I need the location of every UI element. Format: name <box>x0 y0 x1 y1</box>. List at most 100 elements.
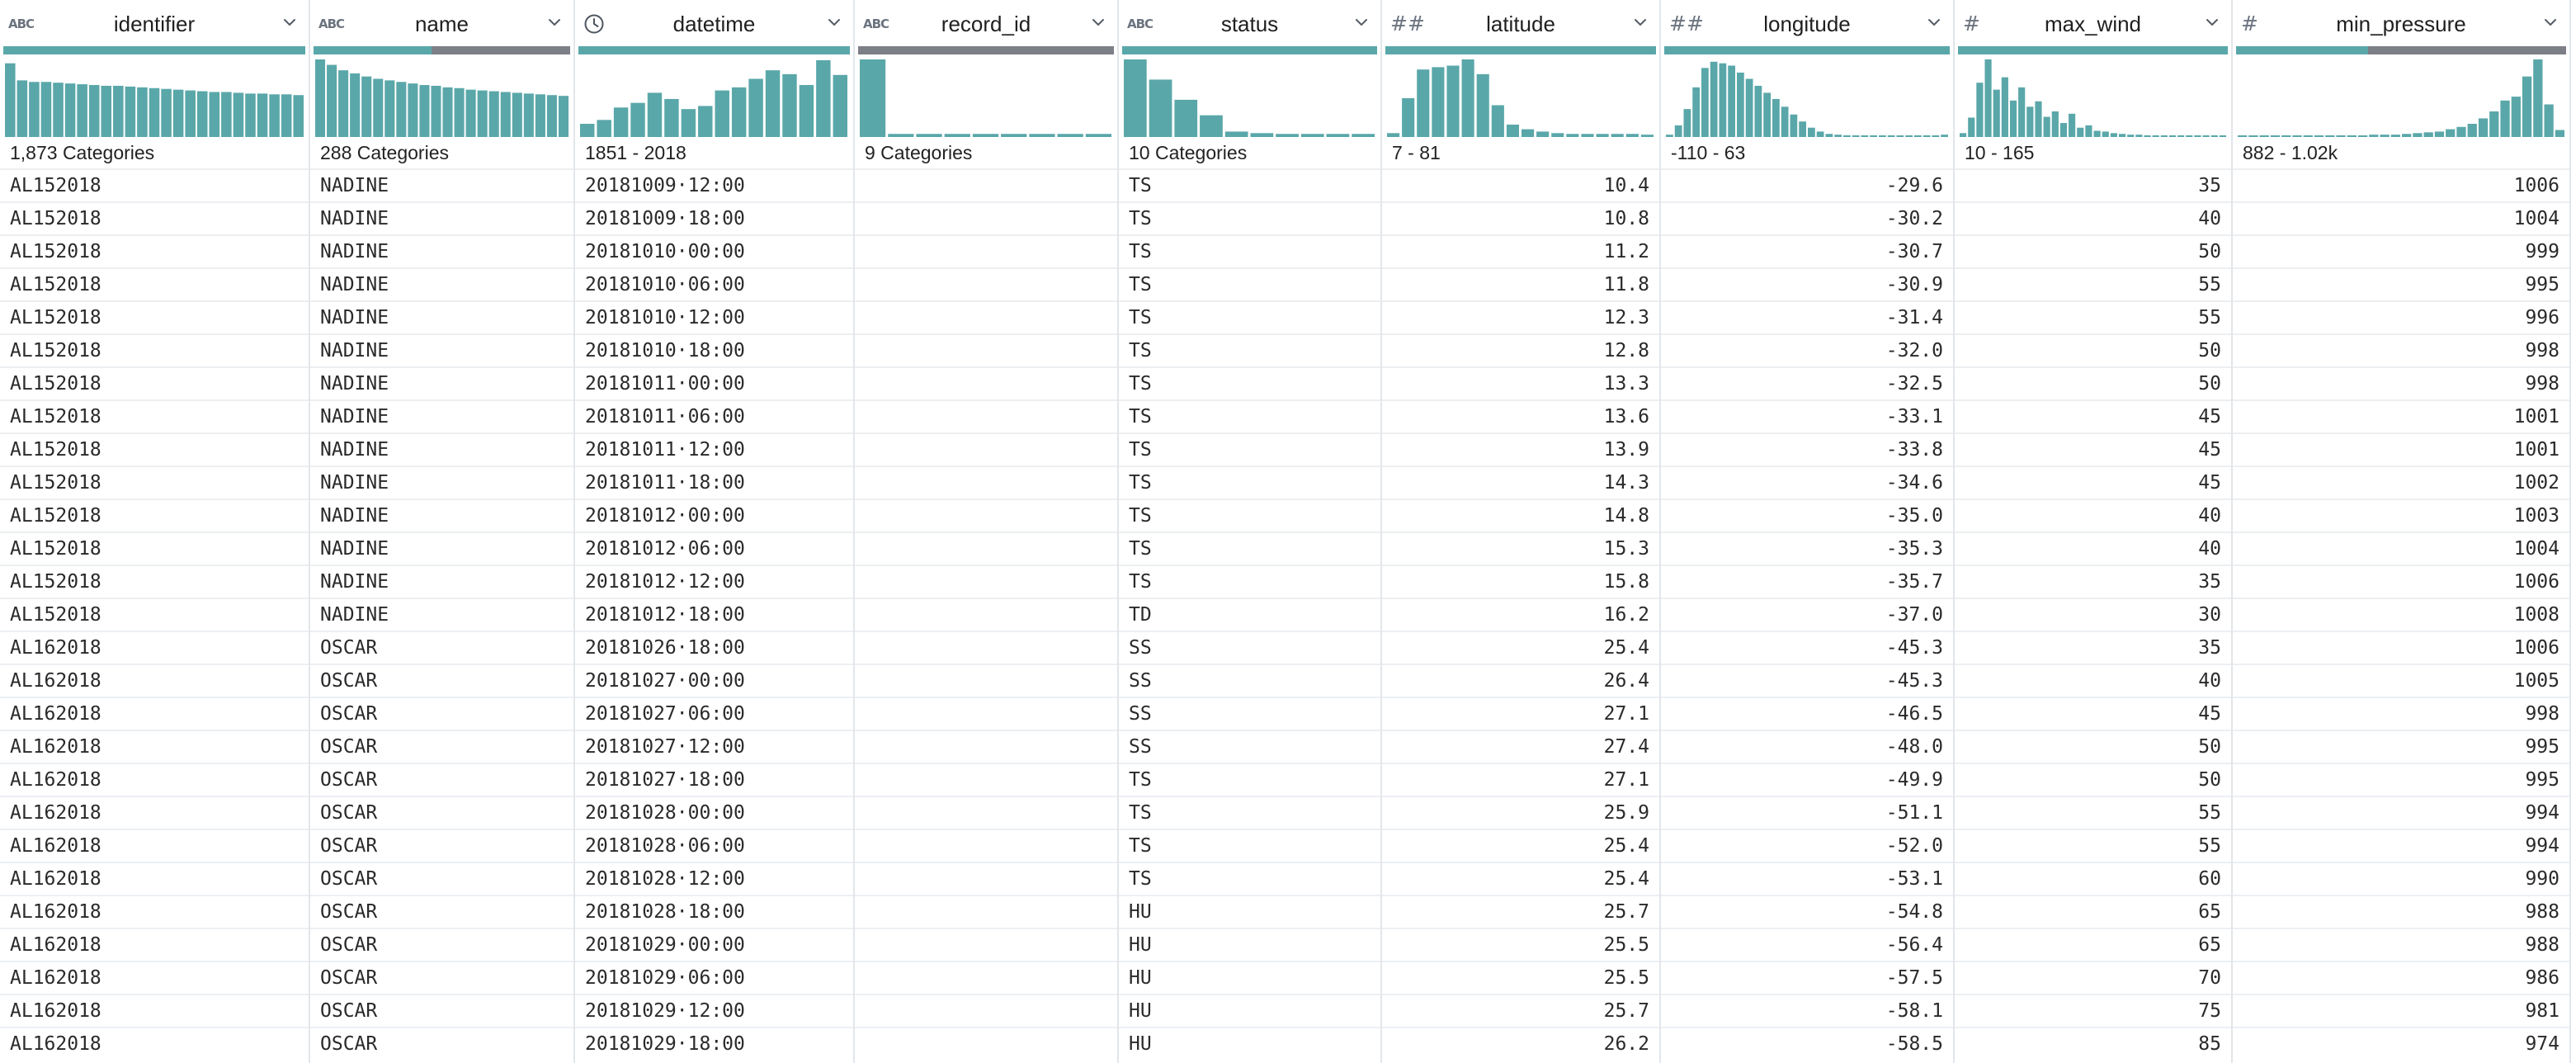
cell-identifier[interactable]: AL162018 <box>0 631 309 664</box>
histogram-bar[interactable] <box>465 89 476 137</box>
cell-min_pressure[interactable]: 998 <box>2233 697 2569 730</box>
cell-datetime[interactable]: 20181027·18:00 <box>575 763 853 796</box>
cell-status[interactable]: SS <box>1119 664 1380 697</box>
cell-name[interactable]: OSCAR <box>310 994 573 1027</box>
histogram-bar[interactable] <box>29 82 40 137</box>
cell-longitude[interactable]: -32.5 <box>1661 366 1953 399</box>
cell-name[interactable]: OSCAR <box>310 928 573 961</box>
cell-identifier[interactable]: AL162018 <box>0 1027 309 1060</box>
histogram-bar[interactable] <box>2202 135 2210 137</box>
cell-identifier[interactable]: AL152018 <box>0 300 309 333</box>
cell-identifier[interactable]: AL162018 <box>0 928 309 961</box>
cell-name[interactable]: OSCAR <box>310 829 573 862</box>
cell-min_pressure[interactable]: 995 <box>2233 763 2569 796</box>
cell-name[interactable]: NADINE <box>310 234 573 267</box>
cell-max_wind[interactable]: 55 <box>1955 829 2231 862</box>
cell-identifier[interactable]: AL162018 <box>0 763 309 796</box>
histogram-bar[interactable] <box>2402 134 2412 137</box>
cell-longitude[interactable]: -30.7 <box>1661 234 1953 267</box>
cell-latitude[interactable]: 15.3 <box>1382 532 1659 565</box>
cell-longitude[interactable]: -30.2 <box>1661 201 1953 234</box>
cell-min_pressure[interactable]: 996 <box>2233 300 2569 333</box>
cell-record_id[interactable] <box>855 631 1117 664</box>
cell-datetime[interactable]: 20181011·12:00 <box>575 432 853 465</box>
cell-name[interactable]: NADINE <box>310 300 573 333</box>
histogram-bar[interactable] <box>1737 72 1744 137</box>
histogram-bar[interactable] <box>888 134 914 137</box>
cell-status[interactable]: HU <box>1119 1027 1380 1060</box>
histogram-bar[interactable] <box>1674 125 1682 137</box>
histogram-bar[interactable] <box>454 87 465 137</box>
cell-record_id[interactable] <box>855 465 1117 498</box>
cell-max_wind[interactable]: 35 <box>1955 168 2231 201</box>
cell-identifier[interactable]: AL152018 <box>0 498 309 532</box>
column-histogram[interactable] <box>5 56 304 139</box>
histogram-bar[interactable] <box>373 78 384 138</box>
cell-status[interactable]: TS <box>1119 796 1380 829</box>
cell-name[interactable]: OSCAR <box>310 796 573 829</box>
histogram-bar[interactable] <box>2018 87 2026 137</box>
cell-max_wind[interactable]: 70 <box>1955 961 2231 994</box>
histogram-bar[interactable] <box>1387 133 1400 137</box>
cell-min_pressure[interactable]: 999 <box>2233 234 2569 267</box>
histogram-bar[interactable] <box>2533 59 2543 137</box>
histogram-bar[interactable] <box>2413 133 2423 137</box>
cell-longitude[interactable]: -32.0 <box>1661 333 1953 366</box>
cell-datetime[interactable]: 20181028·12:00 <box>575 862 853 895</box>
histogram-bar[interactable] <box>765 70 781 137</box>
histogram-bar[interactable] <box>1596 134 1609 137</box>
histogram-bar[interactable] <box>1666 135 1673 137</box>
cell-longitude[interactable]: -51.1 <box>1661 796 1953 829</box>
cell-status[interactable]: HU <box>1119 895 1380 928</box>
histogram-bar[interactable] <box>1001 134 1027 137</box>
histogram-bar[interactable] <box>2152 135 2159 137</box>
histogram-bar[interactable] <box>833 74 847 137</box>
cell-datetime[interactable]: 20181011·06:00 <box>575 399 853 432</box>
histogram-bar[interactable] <box>731 87 747 137</box>
histogram-bar[interactable] <box>488 91 499 137</box>
cell-latitude[interactable]: 25.7 <box>1382 994 1659 1027</box>
cell-max_wind[interactable]: 30 <box>1955 598 2231 631</box>
cell-datetime[interactable]: 20181012·18:00 <box>575 598 853 631</box>
histogram-bar[interactable] <box>101 85 112 137</box>
histogram-bar[interactable] <box>944 134 970 137</box>
cell-record_id[interactable] <box>855 1027 1117 1060</box>
histogram-bar[interactable] <box>385 80 395 137</box>
cell-longitude[interactable]: -49.9 <box>1661 763 1953 796</box>
histogram-bar[interactable] <box>2194 135 2201 137</box>
histogram-bar[interactable] <box>1566 134 1579 137</box>
cell-record_id[interactable] <box>855 928 1117 961</box>
histogram-bar[interactable] <box>1124 59 1147 137</box>
cell-latitude[interactable]: 12.8 <box>1382 333 1659 366</box>
histogram-bar[interactable] <box>2380 135 2390 137</box>
cell-min_pressure[interactable]: 995 <box>2233 267 2569 300</box>
cell-identifier[interactable]: AL152018 <box>0 234 309 267</box>
cell-status[interactable]: TS <box>1119 565 1380 598</box>
column-header-record_id[interactable]: ABC record_id <box>855 0 1117 46</box>
histogram-bar[interactable] <box>512 92 522 137</box>
histogram-bar[interactable] <box>1611 134 1624 137</box>
column-histogram[interactable] <box>1387 56 1654 139</box>
histogram-bar[interactable] <box>2500 100 2510 137</box>
cell-max_wind[interactable]: 40 <box>1955 664 2231 697</box>
cell-min_pressure[interactable]: 994 <box>2233 796 2569 829</box>
cell-datetime[interactable]: 20181028·06:00 <box>575 829 853 862</box>
cell-longitude[interactable]: -34.6 <box>1661 465 1953 498</box>
cell-datetime[interactable]: 20181029·12:00 <box>575 994 853 1027</box>
histogram-bar[interactable] <box>1728 65 1735 137</box>
cell-name[interactable]: NADINE <box>310 465 573 498</box>
histogram-bar[interactable] <box>1581 134 1594 137</box>
histogram-bar[interactable] <box>40 82 52 137</box>
cell-max_wind[interactable]: 85 <box>1955 1027 2231 1060</box>
histogram-bar[interactable] <box>2314 135 2324 137</box>
cell-latitude[interactable]: 25.4 <box>1382 862 1659 895</box>
histogram-bar[interactable] <box>1352 134 1375 137</box>
histogram-bar[interactable] <box>1941 135 1948 137</box>
histogram-bar[interactable] <box>664 98 679 137</box>
cell-max_wind[interactable]: 50 <box>1955 234 2231 267</box>
cell-status[interactable]: SS <box>1119 730 1380 763</box>
cell-datetime[interactable]: 20181010·12:00 <box>575 300 853 333</box>
cell-record_id[interactable] <box>855 532 1117 565</box>
column-header-status[interactable]: ABC status <box>1119 0 1380 46</box>
cell-status[interactable]: TS <box>1119 267 1380 300</box>
